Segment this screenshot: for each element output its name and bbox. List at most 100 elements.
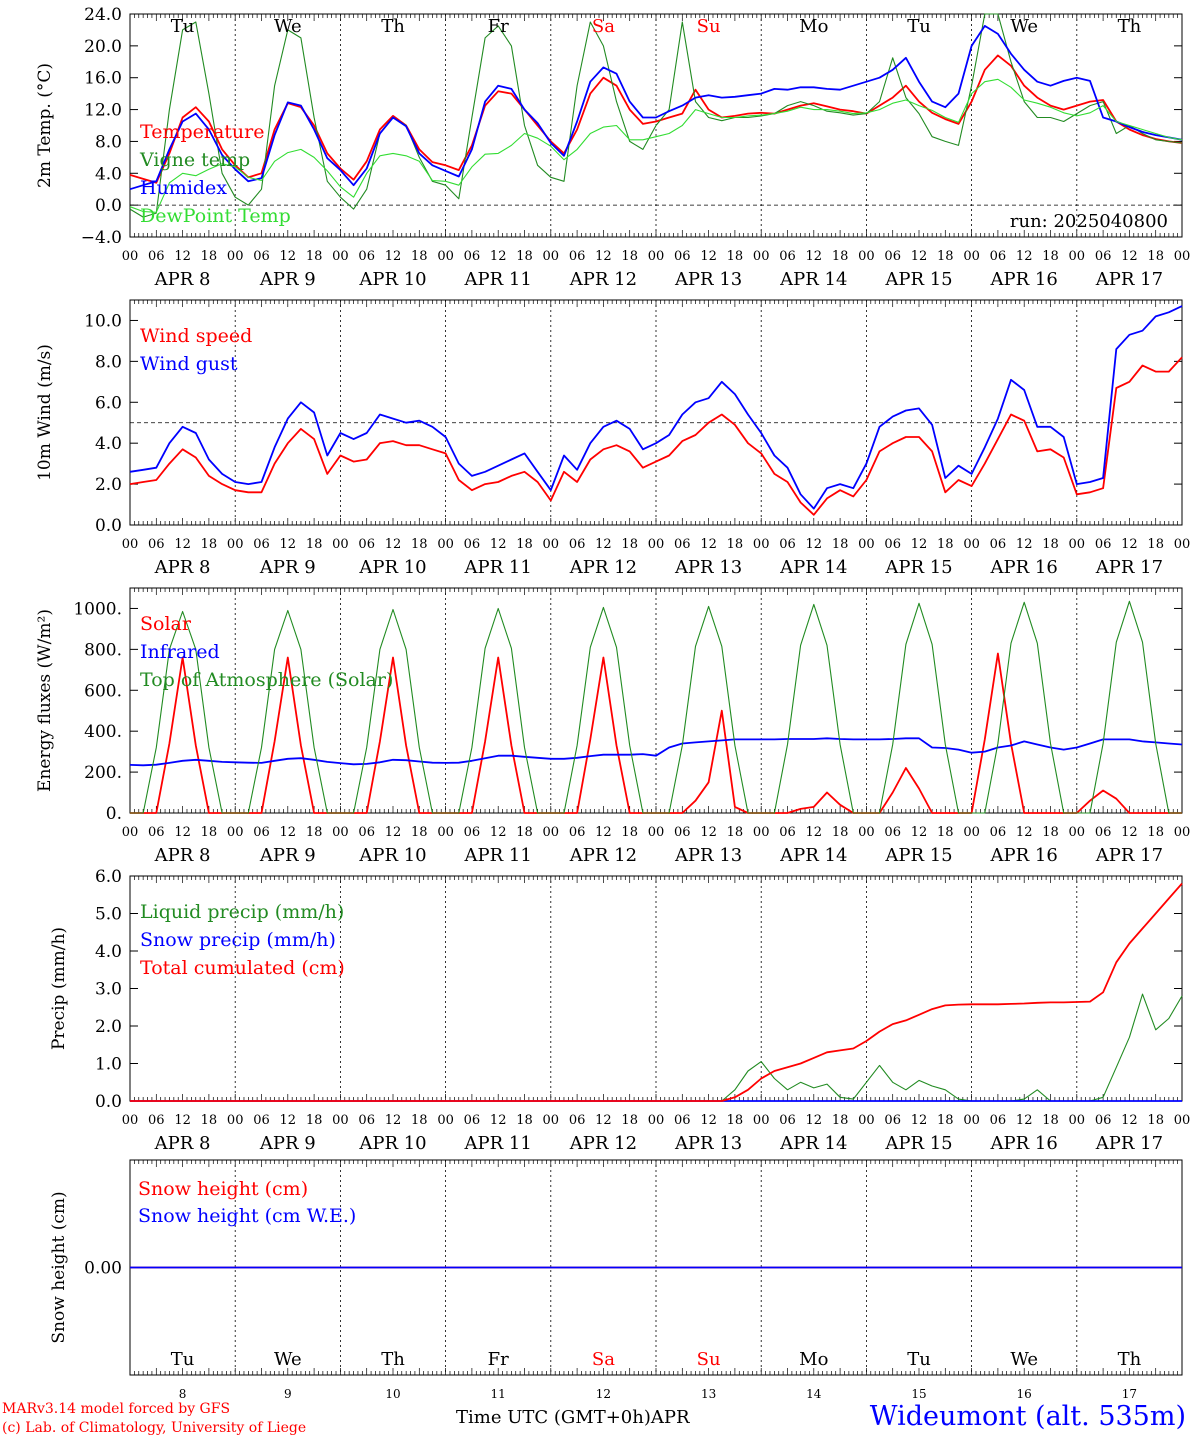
hour-tick-label: 18 bbox=[201, 825, 218, 840]
hour-tick-label: 00 bbox=[1174, 825, 1191, 840]
weekday-label: Su bbox=[697, 1349, 721, 1370]
hour-tick-label: 18 bbox=[516, 825, 533, 840]
weekday-label: Fr bbox=[488, 1349, 509, 1370]
legend-entry: Wind speed bbox=[140, 325, 252, 347]
weekday-label: We bbox=[1010, 1349, 1038, 1370]
hour-tick-label: 00 bbox=[753, 537, 770, 552]
hour-tick-label: 12 bbox=[806, 1113, 823, 1128]
hour-tick-label: 18 bbox=[1147, 825, 1164, 840]
day-label: APR 13 bbox=[674, 269, 742, 290]
hour-tick-label: 06 bbox=[464, 537, 481, 552]
hour-tick-label: 06 bbox=[148, 537, 165, 552]
series-line-wind-gust bbox=[129, 305, 1183, 510]
hour-tick-label: 12 bbox=[595, 1113, 612, 1128]
series-line-total-cumulated-cm- bbox=[130, 882, 1183, 1102]
xlabel: Time UTC (GMT+0h) bbox=[456, 1407, 651, 1428]
panel-3: 0. 200. 400. 600. 800. 1000. Energy fluxes (W/… bbox=[35, 587, 1191, 866]
day-label: APR 12 bbox=[569, 845, 637, 866]
series-line-humidex bbox=[129, 24, 1183, 191]
hour-tick-label: 06 bbox=[884, 825, 901, 840]
hour-tick-label: 18 bbox=[516, 249, 533, 264]
hour-tick-label: 00 bbox=[963, 1113, 980, 1128]
y-axis-label: 2m Temp. (°C) bbox=[35, 63, 55, 188]
hour-tick-label: 12 bbox=[385, 1113, 402, 1128]
hour-tick-label: 06 bbox=[569, 825, 586, 840]
legend-entry: Top of Atmosphere (Solar) bbox=[140, 669, 393, 691]
hour-tick-label: 00 bbox=[963, 249, 980, 264]
weekday-label: Tu bbox=[171, 1349, 195, 1370]
hour-tick-label: 18 bbox=[727, 249, 744, 264]
y-tick-label: 200. bbox=[84, 763, 122, 783]
station-name: Wideumont (alt. 535m) bbox=[869, 1401, 1186, 1432]
hour-tick-label: 00 bbox=[648, 249, 665, 264]
y-tick-label: 12.0 bbox=[84, 101, 122, 121]
hour-tick-label: 00 bbox=[648, 537, 665, 552]
hour-tick-label: 12 bbox=[174, 1113, 191, 1128]
day-label: APR 12 bbox=[569, 1133, 637, 1154]
hour-tick-label: 06 bbox=[148, 1113, 165, 1128]
panel-5: 0.00 Snow height (cm) Snow height (cm) Snow… bbox=[49, 1159, 1183, 1376]
hour-tick-label: 06 bbox=[358, 825, 375, 840]
hour-tick-label: 18 bbox=[1042, 537, 1059, 552]
hour-tick-label: 18 bbox=[201, 1113, 218, 1128]
hour-tick-label: 06 bbox=[569, 249, 586, 264]
day-label: APR 8 bbox=[154, 1133, 211, 1154]
day-label: APR 14 bbox=[779, 557, 847, 578]
hour-tick-label: 12 bbox=[385, 249, 402, 264]
panel-1: −4.0 0.0 4.0 8.0 12.0 16.0 20.0 24.0 2m Temp. (°… bbox=[35, 5, 1190, 290]
hour-tick-label: 12 bbox=[1121, 825, 1138, 840]
weekday-label: Tu bbox=[907, 16, 931, 37]
hour-tick-label: 00 bbox=[437, 537, 454, 552]
hour-tick-label: 12 bbox=[806, 825, 823, 840]
hour-tick-label: 06 bbox=[358, 537, 375, 552]
hour-tick-label: 06 bbox=[569, 537, 586, 552]
y-tick-label: 0.0 bbox=[95, 516, 122, 536]
day-number: 14 bbox=[806, 1387, 822, 1401]
panel-2: 0.0 2.0 4.0 6.0 8.0 10.0 10m Wind (m/s) Wind sp… bbox=[35, 299, 1190, 578]
weekday-label: We bbox=[1010, 16, 1038, 37]
day-label: APR 10 bbox=[358, 269, 426, 290]
hour-tick-label: 06 bbox=[569, 1113, 586, 1128]
hour-tick-label: 12 bbox=[1016, 1113, 1033, 1128]
weekday-label: Tu bbox=[171, 16, 195, 37]
y-tick-label: 400. bbox=[84, 722, 122, 742]
hour-tick-label: 06 bbox=[779, 249, 796, 264]
time-axis-label: Time UTC (GMT+0h)APR bbox=[456, 1407, 690, 1428]
legend-entry: DewPoint Temp bbox=[140, 205, 291, 227]
hour-tick-label: 18 bbox=[201, 249, 218, 264]
hour-tick-label: 18 bbox=[621, 537, 638, 552]
hour-tick-label: 12 bbox=[490, 249, 507, 264]
day-number: 9 bbox=[284, 1387, 292, 1401]
y-tick-label: 6.0 bbox=[95, 867, 122, 887]
hour-tick-label: 06 bbox=[884, 1113, 901, 1128]
day-label: APR 17 bbox=[1095, 557, 1163, 578]
hour-tick-label: 00 bbox=[332, 1113, 349, 1128]
hour-tick-label: 18 bbox=[1042, 825, 1059, 840]
hour-tick-label: 00 bbox=[648, 825, 665, 840]
hour-tick-label: 06 bbox=[990, 249, 1007, 264]
day-number: 13 bbox=[701, 1387, 716, 1401]
weekday-label: Th bbox=[1118, 1349, 1142, 1370]
hour-tick-label: 00 bbox=[1069, 825, 1086, 840]
day-label: APR 10 bbox=[358, 1133, 426, 1154]
series-line-infrared bbox=[129, 737, 1183, 767]
weekday-label: Sa bbox=[592, 16, 615, 37]
hour-tick-label: 18 bbox=[1042, 249, 1059, 264]
hour-tick-label: 06 bbox=[253, 1113, 270, 1128]
hour-tick-label: 18 bbox=[937, 825, 954, 840]
y-tick-label: 1.0 bbox=[95, 1055, 122, 1075]
weekday-label: Mo bbox=[799, 16, 828, 37]
day-label: APR 13 bbox=[674, 845, 742, 866]
hour-tick-label: 18 bbox=[411, 1113, 428, 1128]
y-tick-label: 8.0 bbox=[95, 352, 122, 372]
hour-tick-label: 12 bbox=[911, 537, 928, 552]
hour-tick-label: 06 bbox=[674, 1113, 691, 1128]
hour-tick-label: 06 bbox=[884, 537, 901, 552]
y-axis-label: Energy fluxes (W/m²) bbox=[35, 609, 55, 792]
y-axis-label: 10m Wind (m/s) bbox=[35, 344, 55, 481]
y-tick-label: 8.0 bbox=[95, 132, 122, 152]
weekday-label: Fr bbox=[488, 16, 509, 37]
hour-tick-label: 00 bbox=[858, 825, 875, 840]
hour-tick-label: 18 bbox=[832, 249, 849, 264]
day-label: APR 12 bbox=[569, 269, 637, 290]
